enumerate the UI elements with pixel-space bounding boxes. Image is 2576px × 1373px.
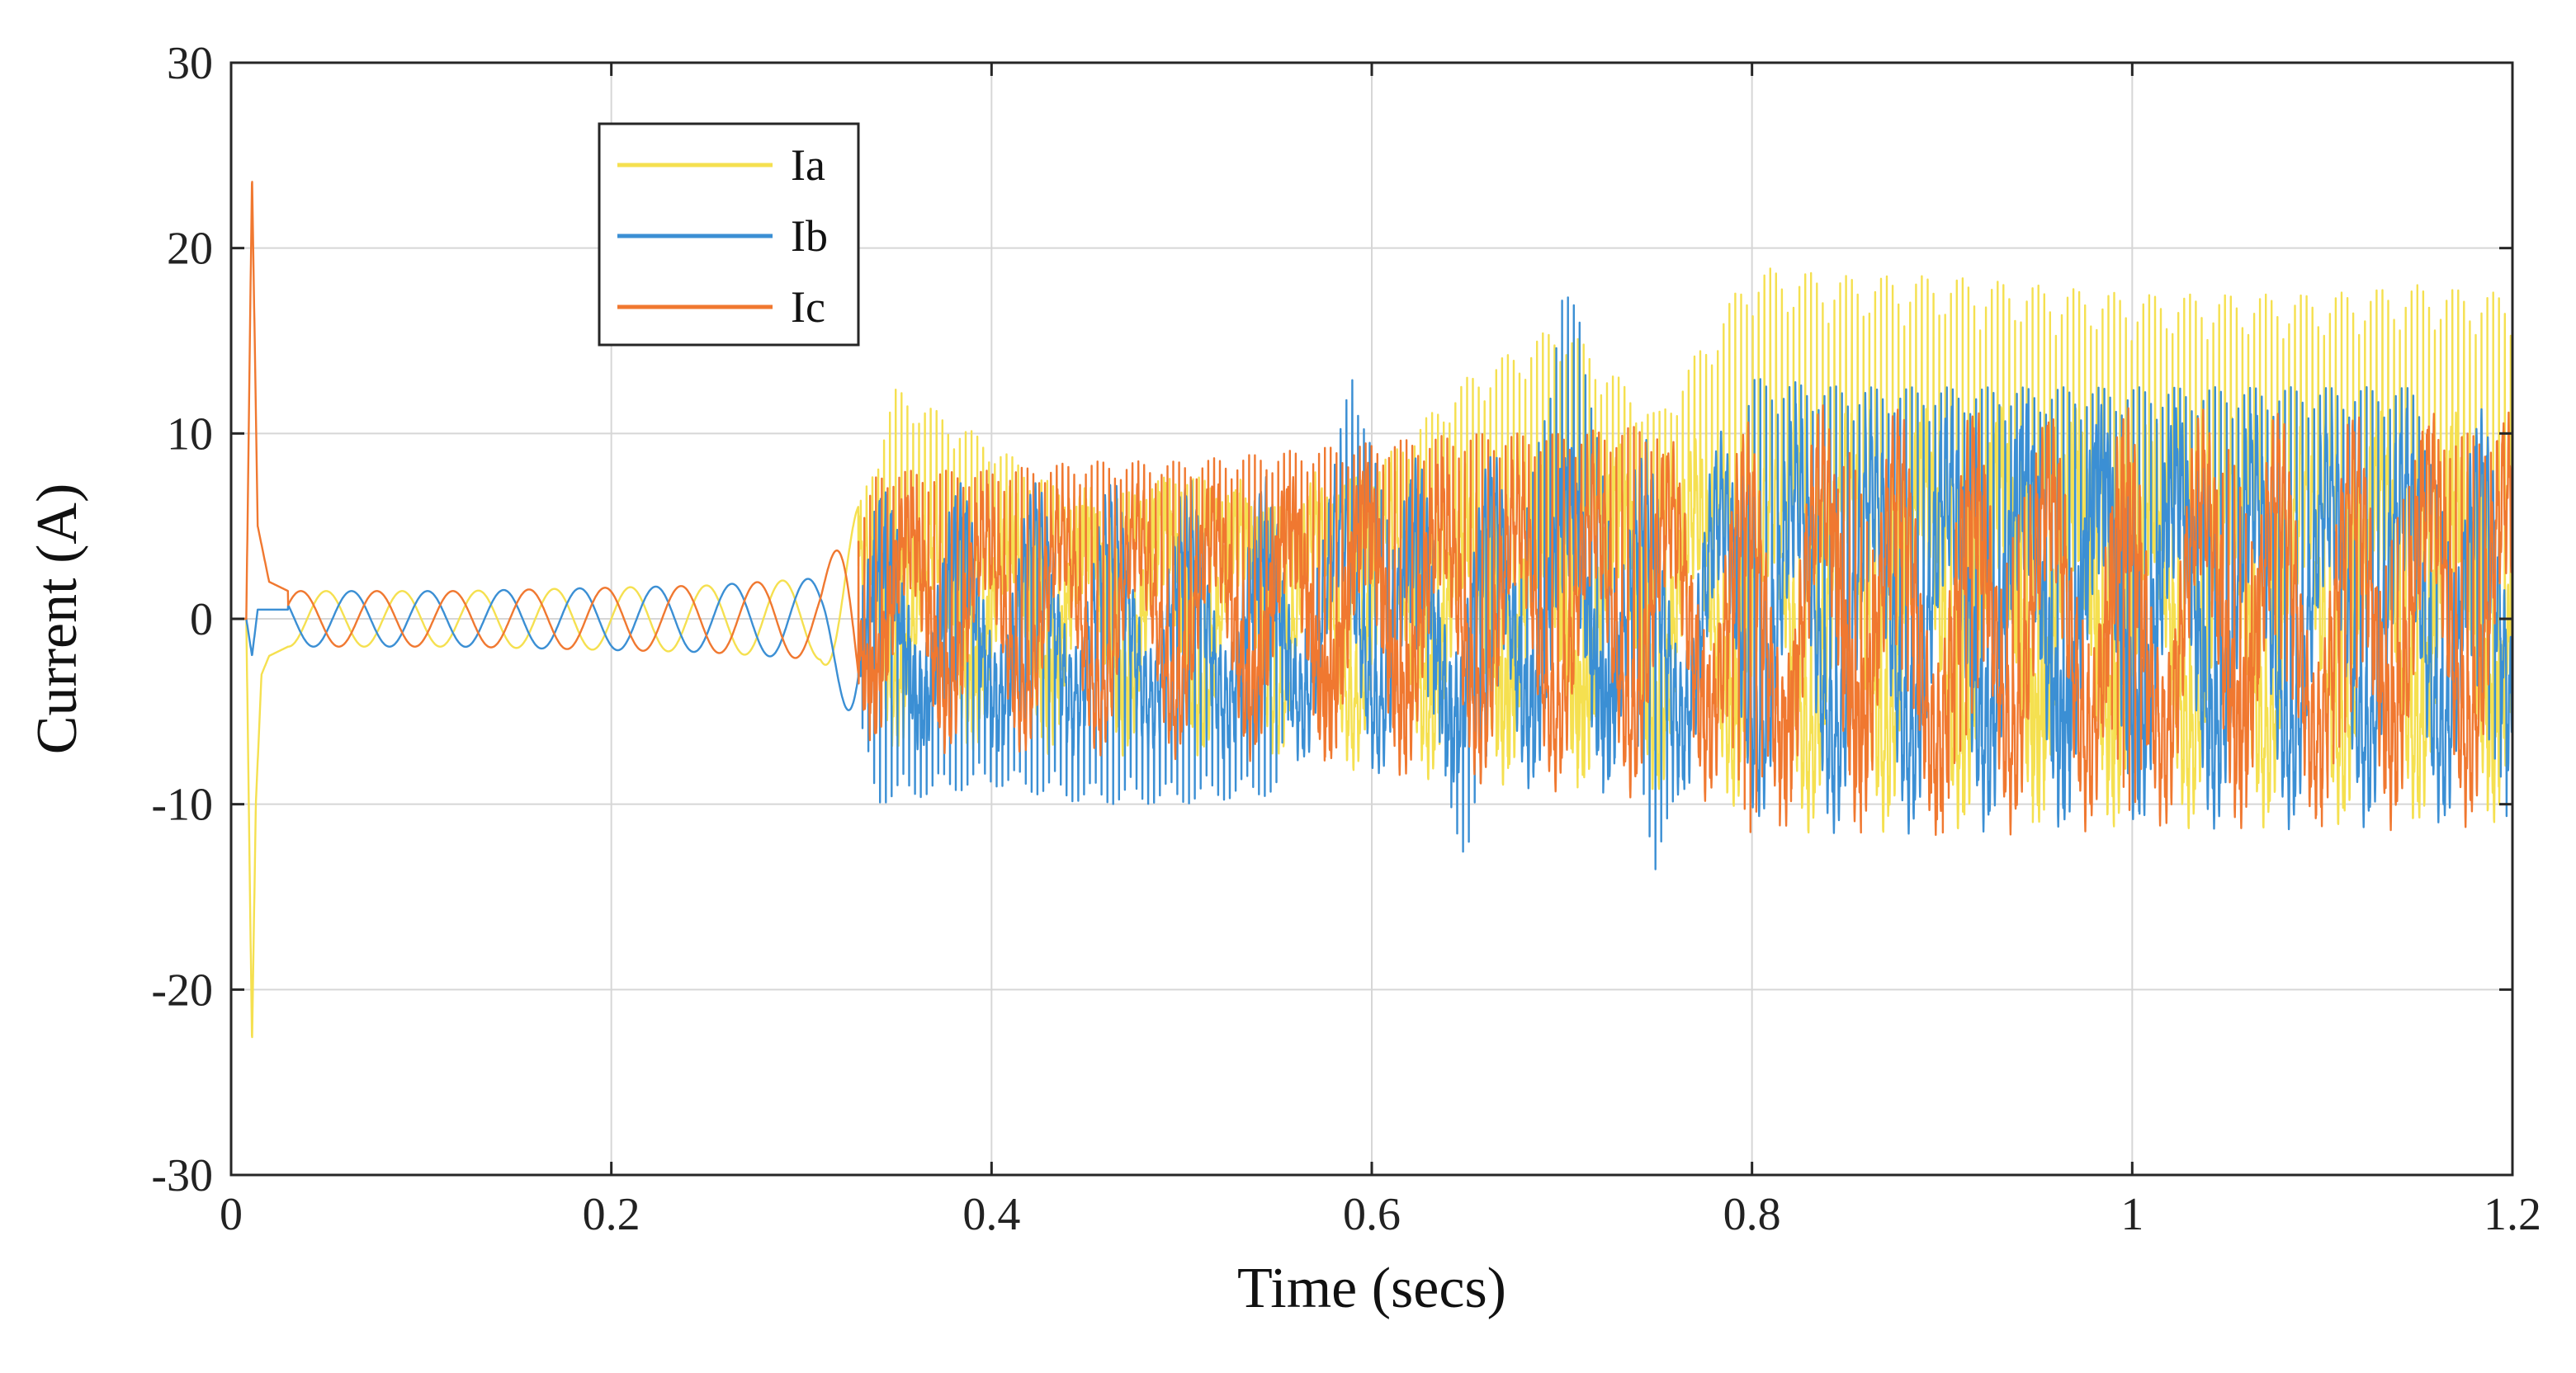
y-tick-label: -10 <box>151 780 213 831</box>
y-axis-title: Current (A) <box>26 484 89 755</box>
series-layer <box>231 181 2512 1039</box>
x-tick-label: 0.4 <box>962 1189 1020 1240</box>
x-tick-label: 1.2 <box>2484 1189 2541 1240</box>
legend-label-ia: Ia <box>791 140 825 190</box>
x-tick-label: 0.8 <box>1723 1189 1781 1240</box>
x-tick-label: 0.2 <box>583 1189 640 1240</box>
series-line-ib <box>231 296 2512 871</box>
y-tick-label: 30 <box>167 38 213 89</box>
y-tick-label: 20 <box>167 224 213 275</box>
x-tick-label: 0 <box>220 1189 243 1240</box>
y-tick-label: 0 <box>190 594 213 645</box>
series-line-ic <box>231 181 2512 837</box>
y-axis-ticks: -30 -20 -10 0 10 20 30 <box>151 38 2512 1201</box>
legend: Ia Ib Ic <box>598 122 860 347</box>
y-tick-label: 10 <box>167 408 213 460</box>
x-axis-title: Time (secs) <box>1237 1257 1506 1320</box>
y-tick-label: -20 <box>151 965 213 1016</box>
legend-label-ib: Ib <box>791 211 828 261</box>
x-axis-ticks: 0 0.2 0.4 0.6 0.8 1 1.2 <box>220 63 2541 1240</box>
series-line-ia <box>231 267 2512 1039</box>
legend-label-ic: Ic <box>791 282 825 332</box>
x-tick-label: 1 <box>2120 1189 2144 1240</box>
x-tick-label: 0.6 <box>1343 1189 1401 1240</box>
y-tick-label: -30 <box>151 1150 213 1201</box>
